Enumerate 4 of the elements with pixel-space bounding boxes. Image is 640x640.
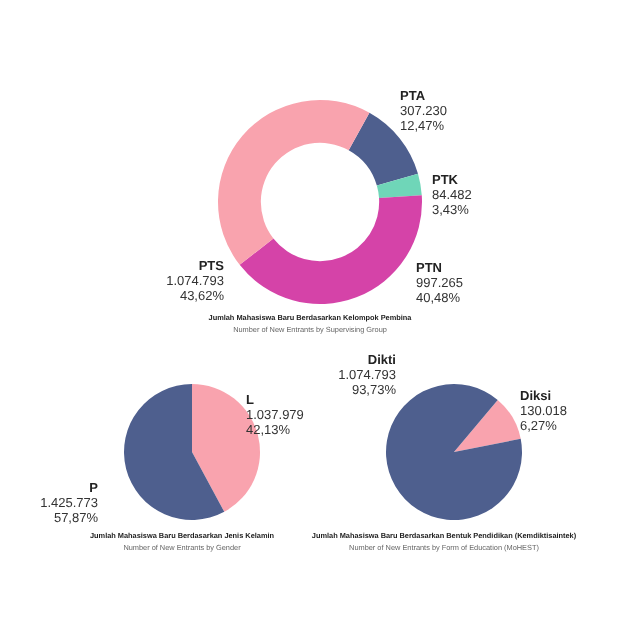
donut-slice [376, 173, 422, 199]
pie-slice [454, 399, 521, 452]
donut-slice [218, 100, 370, 265]
pie-slice [124, 384, 225, 520]
